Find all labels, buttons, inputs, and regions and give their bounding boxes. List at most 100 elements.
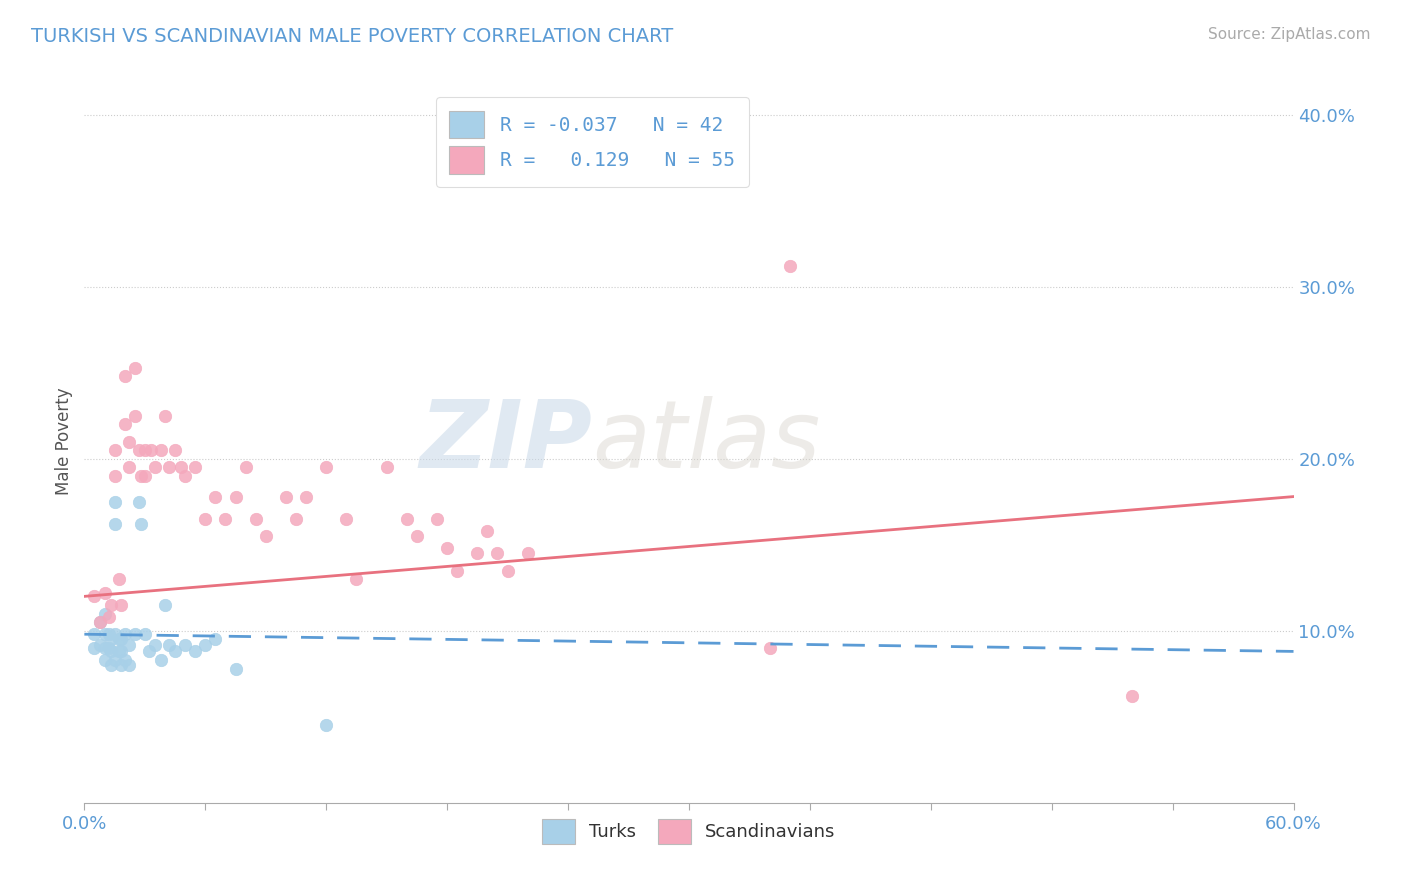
Point [129, 469, 152, 483]
Point [100, 644, 122, 658]
Point [153, 409, 176, 423]
Point [118, 460, 141, 475]
Point [446, 564, 468, 578]
Point [100, 598, 122, 612]
Point [110, 598, 132, 612]
Point [225, 662, 247, 676]
Point [165, 443, 187, 458]
Point [93, 640, 115, 655]
Point [114, 653, 136, 667]
Point [395, 512, 418, 526]
Point [104, 517, 127, 532]
Point [118, 658, 141, 673]
Point [83, 590, 105, 604]
Point [107, 632, 129, 647]
Point [83, 627, 105, 641]
Point [335, 512, 357, 526]
Point [315, 460, 337, 475]
Point [104, 443, 127, 458]
Point [93, 653, 115, 667]
Point [93, 627, 115, 641]
Point [124, 409, 146, 423]
Point [89, 615, 111, 630]
Point [779, 259, 801, 273]
Legend: Turks, Scandinavians: Turks, Scandinavians [529, 805, 849, 859]
Point [104, 494, 127, 508]
Point [496, 564, 519, 578]
Point [184, 644, 207, 658]
Point [516, 546, 538, 560]
Point [426, 512, 449, 526]
Point [128, 494, 150, 508]
Point [315, 718, 337, 732]
Point [194, 512, 217, 526]
Text: Source: ZipAtlas.com: Source: ZipAtlas.com [1208, 27, 1371, 42]
Point [254, 529, 277, 543]
Point [204, 490, 226, 504]
Point [375, 460, 398, 475]
Point [104, 627, 127, 641]
Point [110, 632, 132, 647]
Point [406, 529, 429, 543]
Point [486, 546, 509, 560]
Point [758, 640, 780, 655]
Point [107, 644, 129, 658]
Point [118, 434, 141, 449]
Point [157, 460, 180, 475]
Point [165, 644, 187, 658]
Point [174, 638, 197, 652]
Point [214, 512, 236, 526]
Point [204, 632, 226, 647]
Point [114, 417, 136, 432]
Point [245, 512, 267, 526]
Point [225, 490, 247, 504]
Point [114, 369, 136, 384]
Point [138, 644, 160, 658]
Point [124, 627, 146, 641]
Point [436, 541, 458, 556]
Point [143, 460, 166, 475]
Point [93, 586, 115, 600]
Point [170, 460, 193, 475]
Point [97, 627, 120, 641]
Text: ZIP: ZIP [419, 395, 592, 488]
Point [235, 460, 257, 475]
Point [83, 640, 105, 655]
Point [285, 512, 308, 526]
Point [134, 469, 156, 483]
Point [89, 638, 111, 652]
Point [100, 658, 122, 673]
Point [124, 360, 146, 375]
Point [1121, 689, 1143, 703]
Point [128, 443, 150, 458]
Point [346, 572, 368, 586]
Point [134, 443, 156, 458]
Point [153, 598, 176, 612]
Point [174, 469, 197, 483]
Point [114, 627, 136, 641]
Y-axis label: Male Poverty: Male Poverty [55, 388, 73, 495]
Point [134, 627, 156, 641]
Point [274, 490, 297, 504]
Point [295, 490, 318, 504]
Point [97, 640, 120, 655]
Point [143, 638, 166, 652]
Point [129, 517, 152, 532]
Point [157, 638, 180, 652]
Point [100, 632, 122, 647]
Point [149, 443, 172, 458]
Point [107, 572, 129, 586]
Point [110, 658, 132, 673]
Point [97, 610, 120, 624]
Point [104, 653, 127, 667]
Point [139, 443, 162, 458]
Point [194, 638, 217, 652]
Point [149, 653, 172, 667]
Point [89, 615, 111, 630]
Text: atlas: atlas [592, 396, 821, 487]
Point [110, 644, 132, 658]
Point [93, 607, 115, 621]
Point [104, 469, 127, 483]
Point [118, 638, 141, 652]
Text: TURKISH VS SCANDINAVIAN MALE POVERTY CORRELATION CHART: TURKISH VS SCANDINAVIAN MALE POVERTY COR… [31, 27, 673, 45]
